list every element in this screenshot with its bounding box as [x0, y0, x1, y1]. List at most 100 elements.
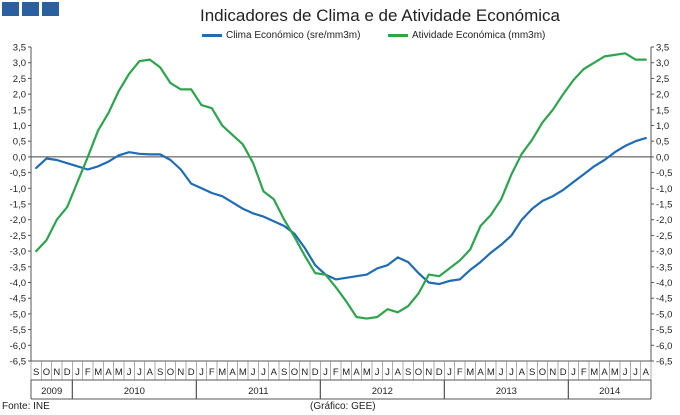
x-tick-label: O [167, 367, 174, 378]
x-tick-label: J [323, 367, 328, 378]
x-tick-label: A [477, 367, 484, 378]
year-label: 2012 [372, 386, 393, 397]
series-line-clima [35, 137, 647, 286]
x-tick-label: J [137, 367, 142, 378]
y-tick-label-left: 3,0 [13, 58, 26, 69]
series-line-atividade [35, 52, 647, 320]
x-tick-label: J [623, 367, 628, 378]
y-tick-label-left: 1,5 [13, 105, 26, 116]
y-tick-label-left: -3,0 [10, 247, 26, 258]
x-tick-label: S [405, 367, 411, 378]
y-tick-label-right: -0,5 [656, 168, 672, 179]
x-tick-label: J [385, 367, 390, 378]
x-tick-label: J [375, 367, 380, 378]
y-tick-label-right: -1,0 [656, 184, 672, 195]
x-tick-label: A [395, 367, 402, 378]
y-tick-label-right: 0,0 [656, 152, 669, 163]
legend-swatch-atividade [388, 34, 408, 37]
x-tick-label: D [436, 367, 443, 378]
y-tick-label-left: -0,5 [10, 168, 26, 179]
year-label: 2011 [248, 386, 268, 397]
x-tick-label: M [590, 367, 598, 378]
y-tick-label-right: 1,0 [656, 121, 669, 132]
x-tick-label: A [519, 367, 526, 378]
x-tick-label: D [64, 367, 71, 378]
x-tick-label: A [105, 367, 112, 378]
y-tick-label-right: -4,0 [656, 278, 672, 289]
x-tick-label: J [251, 367, 256, 378]
x-tick-label: J [571, 367, 576, 378]
x-tick-label: O [43, 367, 50, 378]
x-tick-label: J [499, 367, 504, 378]
y-tick-label-right: -6,0 [656, 341, 672, 352]
year-label: 2010 [124, 386, 145, 397]
x-tick-label: M [342, 367, 350, 378]
x-tick-label: N [549, 367, 556, 378]
x-tick-label: J [633, 367, 638, 378]
y-tick-label-right: -2,5 [656, 231, 672, 242]
y-tick-label-right: -1,5 [656, 200, 672, 211]
y-tick-label-left: 2,0 [13, 90, 26, 101]
y-tick-label-right: 1,5 [656, 105, 669, 116]
y-tick-label-right: -5,0 [656, 309, 672, 320]
x-tick-label: O [539, 367, 546, 378]
brand-logo-block-1 [2, 2, 19, 16]
y-tick-label-right: -3,5 [656, 262, 672, 273]
x-tick-label: M [239, 367, 247, 378]
y-tick-label-left: -5,0 [10, 309, 26, 320]
year-label: 2013 [496, 386, 517, 397]
y-tick-label-right: 2,0 [656, 90, 669, 101]
legend-item-clima: Clima Económico (sre/mm3m) [202, 30, 360, 41]
y-tick-label-left: -1,0 [10, 184, 26, 195]
x-tick-label: J [75, 367, 80, 378]
year-label: 2014 [599, 386, 620, 397]
x-tick-label: M [487, 367, 495, 378]
y-tick-label-right: -6,5 [656, 357, 672, 368]
x-tick-label: F [581, 367, 587, 378]
chart-credit: (Gráfico: GEE) [310, 401, 376, 412]
x-tick-label: M [466, 367, 474, 378]
x-tick-label: J [447, 367, 452, 378]
legend-label-atividade: Atividade Económica (mm3m) [412, 30, 546, 41]
year-label: 2009 [41, 386, 62, 397]
x-tick-label: N [53, 367, 60, 378]
y-tick-label-right: -2,0 [656, 215, 672, 226]
y-tick-label-right: -4,5 [656, 294, 672, 305]
x-tick-label: D [312, 367, 319, 378]
y-tick-label-left: 0,0 [13, 152, 26, 163]
y-tick-label-right: 0,5 [656, 137, 669, 148]
y-tick-label-left: 3,5 [13, 43, 26, 54]
x-tick-label: F [85, 367, 91, 378]
x-tick-label: A [353, 367, 360, 378]
chart-title: Indicadores de Clima e de Atividade Econ… [199, 6, 561, 25]
y-tick-label-left: 0,5 [13, 137, 26, 148]
source-note: Fonte: INE [2, 401, 50, 412]
y-tick-label-right: 3,0 [656, 58, 669, 69]
x-tick-label: S [529, 367, 535, 378]
x-tick-label: S [281, 367, 287, 378]
x-tick-label: S [33, 367, 39, 378]
x-tick-label: M [611, 367, 619, 378]
brand-logo-block-3 [42, 2, 59, 16]
x-tick-label: A [147, 367, 154, 378]
y-tick-label-left: -2,0 [10, 215, 26, 226]
legend-item-atividade: Atividade Económica (mm3m) [388, 30, 545, 41]
brand-logo-block-2 [22, 2, 39, 16]
y-tick-label-left: -6,0 [10, 341, 26, 352]
x-tick-label: J [199, 367, 204, 378]
x-tick-label: M [94, 367, 102, 378]
x-tick-label: J [127, 367, 132, 378]
y-tick-label-left: 2,5 [13, 74, 26, 85]
y-tick-label-left: -6,5 [10, 357, 26, 368]
x-tick-label: M [218, 367, 226, 378]
x-tick-label: J [509, 367, 514, 378]
y-tick-label-left: -3,5 [10, 262, 26, 273]
legend-swatch-clima [202, 34, 222, 37]
x-tick-label: A [229, 367, 236, 378]
y-tick-label-left: -2,5 [10, 231, 26, 242]
x-tick-label: A [271, 367, 278, 378]
y-tick-label-left: 1,0 [13, 121, 26, 132]
x-tick-label: A [601, 367, 608, 378]
x-tick-label: F [209, 367, 215, 378]
